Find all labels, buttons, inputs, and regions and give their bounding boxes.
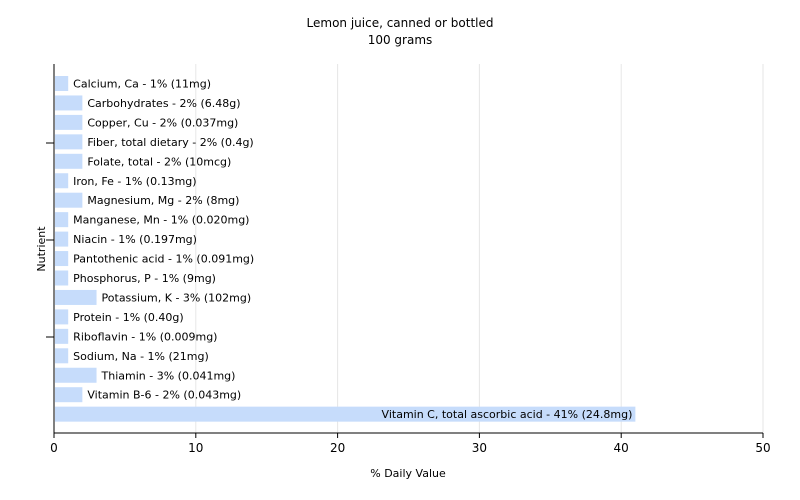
x-tick-label: 10: [188, 441, 203, 455]
bar: [55, 212, 69, 228]
bar: [55, 406, 636, 422]
bar: [55, 173, 69, 189]
x-axis-ticks: 0 10 20 30 40 50: [50, 433, 771, 455]
bar-label: Calcium, Ca - 1% (11mg): [73, 78, 211, 91]
y-axis-ticks: [46, 142, 54, 338]
bar: [55, 114, 83, 130]
bar-label: Iron, Fe - 1% (0.13mg): [73, 175, 196, 188]
bar-label: Magnesium, Mg - 2% (8mg): [87, 194, 239, 207]
bar: [55, 192, 83, 208]
bar: [55, 387, 83, 403]
bar: [55, 367, 97, 383]
bar-label: Riboflavin - 1% (0.009mg): [73, 330, 217, 343]
bar-label: Sodium, Na - 1% (21mg): [73, 350, 209, 363]
bar-label: Protein - 1% (0.40g): [73, 311, 184, 324]
bar-labels: Calcium, Ca - 1% (11mg) Carbohydrates - 2…: [73, 78, 632, 422]
bar: [55, 95, 83, 111]
x-tick-label: 40: [614, 441, 629, 455]
bar-label: Manganese, Mn - 1% (0.020mg): [73, 214, 249, 227]
bar-label: Thiamin - 3% (0.041mg): [101, 369, 236, 382]
bar: [55, 270, 69, 286]
bar: [55, 76, 69, 91]
bar-label: Copper, Cu - 2% (0.037mg): [87, 116, 238, 129]
x-tick-label: 20: [330, 441, 345, 455]
bar: [55, 153, 83, 169]
x-tick-label: 50: [755, 441, 770, 455]
bar: [55, 328, 69, 344]
grid-lines: [195, 64, 764, 433]
bar-label: Vitamin C, total ascorbic acid - 41% (24…: [382, 408, 633, 421]
bar-label: Niacin - 1% (0.197mg): [73, 233, 197, 246]
bar-label: Carbohydrates - 2% (6.48g): [87, 97, 240, 110]
x-axis-title: % Daily Value: [370, 467, 446, 480]
bar: [55, 289, 97, 305]
bar: [55, 231, 69, 247]
bar: [55, 348, 69, 364]
bar-label: Fiber, total dietary - 2% (0.4g): [87, 136, 253, 149]
x-tick-label: 30: [472, 441, 487, 455]
bar-label: Potassium, K - 3% (102mg): [102, 291, 252, 304]
y-axis-title: Nutrient: [35, 226, 48, 272]
bars: [55, 76, 636, 422]
bar: [55, 309, 69, 325]
chart-subtitle: 100 grams: [368, 33, 433, 47]
x-tick-label: 0: [50, 441, 58, 455]
bar: [55, 134, 83, 150]
bar-label: Pantothenic acid - 1% (0.091mg): [73, 253, 254, 266]
bar-label: Phosphorus, P - 1% (9mg): [73, 272, 216, 285]
bar-label: Folate, total - 2% (10mcg): [87, 155, 231, 168]
bar: [55, 251, 69, 267]
chart-title: Lemon juice, canned or bottled: [307, 16, 494, 30]
bar-label: Vitamin B-6 - 2% (0.043mg): [87, 389, 241, 402]
